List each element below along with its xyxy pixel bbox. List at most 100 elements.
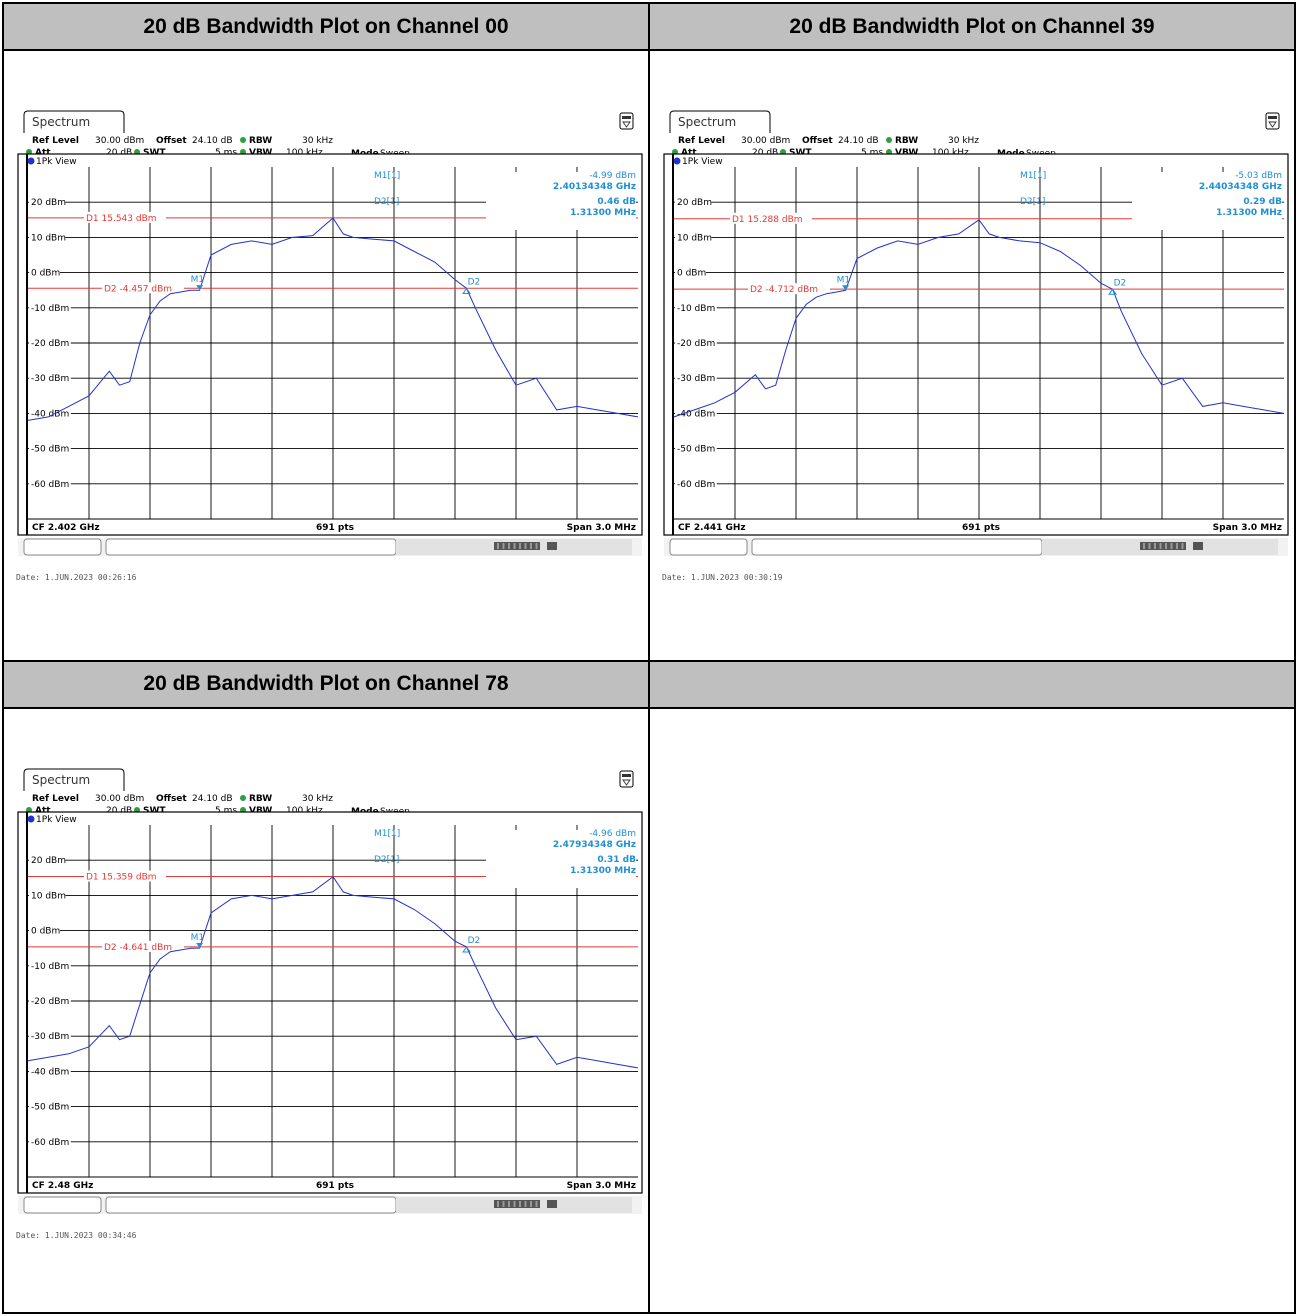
status-field-2 bbox=[105, 538, 397, 556]
status-field-2 bbox=[751, 538, 1043, 556]
y-tick-bg bbox=[29, 1064, 71, 1076]
cell-channel-00: Spectrum Ref Level 30.00 dBm Offset 24.10 dB… bbox=[2, 49, 650, 662]
menu-icon-bar bbox=[1268, 116, 1277, 120]
spectrum-tab-label: Spectrum bbox=[32, 115, 90, 129]
marker-table-bg bbox=[1132, 172, 1282, 231]
cell-channel-78: Spectrum Ref Level 30.00 dBm Offset 24.10 dB… bbox=[2, 706, 650, 1315]
marker-d2-name: D2[1] bbox=[1020, 197, 1045, 207]
y-tick-bg bbox=[29, 441, 71, 453]
status-progress-seg bbox=[513, 543, 516, 550]
marker-d2-freq: 1.31300 MHz bbox=[570, 866, 636, 876]
y-tick-bg bbox=[29, 477, 71, 489]
y-tick-bg bbox=[29, 888, 66, 900]
ref-level-label: Ref Level bbox=[678, 136, 725, 146]
marker-m1: M1 bbox=[191, 275, 205, 291]
rbw-label: RBW bbox=[249, 794, 272, 804]
header-channel-39: 20 dB Bandwidth Plot on Channel 39 bbox=[648, 1, 1296, 52]
trace-line bbox=[27, 217, 639, 422]
spectrum-svg: Spectrum Ref Level 30.00 dBm Offset 24.10 dB… bbox=[16, 768, 643, 1240]
status-progress-seg bbox=[524, 1200, 527, 1207]
y-tick-bg bbox=[29, 195, 66, 207]
y-tick-bg bbox=[675, 336, 717, 348]
offset-label: Offset bbox=[156, 136, 187, 146]
vbw-label: VBW bbox=[249, 148, 272, 158]
d2-label-bg bbox=[748, 283, 830, 295]
status-progress bbox=[494, 542, 540, 551]
marker-m1-name: M1[1] bbox=[374, 829, 400, 839]
y-tick-bg bbox=[29, 265, 60, 277]
spectrum-tab-label: Spectrum bbox=[678, 115, 736, 129]
trace-label: 1Pk View bbox=[682, 157, 723, 167]
header-channel-00: 20 dB Bandwidth Plot on Channel 00 bbox=[2, 1, 650, 52]
marker-m1-freq: 2.44034348 GHz bbox=[1199, 182, 1282, 192]
menu-icon-arrow bbox=[622, 779, 631, 786]
vbw-value: 100 kHz bbox=[932, 148, 969, 158]
status-field-1 bbox=[669, 538, 748, 556]
center-frequency-label: CF 2.48 GHz bbox=[32, 1181, 93, 1191]
display-line-d1-label: D1 15.288 dBm bbox=[732, 215, 803, 225]
status-field-1 bbox=[23, 1196, 102, 1214]
status-progress-seg bbox=[1143, 543, 1145, 550]
vbw-value: 100 kHz bbox=[286, 806, 323, 816]
spectrum-panel-ch39: Spectrum Ref Level 30.00 dBm Offset 24.10 dB… bbox=[662, 98, 1292, 593]
status-field-1 bbox=[23, 538, 102, 556]
date-stamp: Date: 1.JUN.2023 00:34:46 bbox=[16, 1231, 137, 1240]
y-tick-bg bbox=[29, 1134, 71, 1146]
status-progress-seg bbox=[1181, 543, 1184, 550]
vbw-value: 100 kHz bbox=[286, 148, 323, 158]
status-progress-seg bbox=[1148, 543, 1151, 550]
y-tick-label: 10 dBm bbox=[31, 891, 66, 901]
y-tick-label: -60 dBm bbox=[677, 480, 715, 490]
marker-m1: M1 bbox=[191, 933, 204, 948]
marker-m1-freq: 2.47934348 GHz bbox=[553, 840, 636, 850]
plot-left-bar bbox=[672, 154, 674, 536]
display-line-d2-label: D2 -4.712 dBm bbox=[750, 285, 818, 295]
display-line-d1-label: D1 15.543 dBm bbox=[86, 214, 157, 224]
menu-icon-arrow bbox=[1268, 121, 1277, 129]
y-tick-bg bbox=[29, 406, 71, 418]
y-tick-bg bbox=[29, 230, 66, 242]
cell-empty bbox=[648, 706, 1296, 1315]
y-tick-label: 20 dBm bbox=[31, 856, 66, 866]
status-progress-seg bbox=[519, 1200, 521, 1207]
status-progress-seg bbox=[508, 543, 510, 550]
offset-label: Offset bbox=[802, 136, 833, 146]
trace-label: 1Pk View bbox=[36, 157, 77, 167]
grid bbox=[674, 167, 1284, 520]
trace-line bbox=[27, 875, 639, 1069]
y-tick-label: 0 dBm bbox=[31, 926, 60, 936]
swt-value: 5 ms bbox=[215, 806, 237, 816]
marker-m1-level: -4.96 dBm bbox=[589, 829, 636, 839]
status-progress-seg bbox=[1165, 543, 1167, 550]
ref-level-value: 30.00 dBm bbox=[95, 136, 144, 146]
y-tick-bg bbox=[29, 993, 71, 1005]
y-tick-label: 20 dBm bbox=[677, 198, 712, 208]
y-tick-bg bbox=[29, 958, 71, 970]
spectrum-tab bbox=[23, 768, 125, 791]
marker-label: D2 bbox=[1114, 279, 1127, 289]
ref-level-value: 30.00 dBm bbox=[741, 136, 790, 146]
marker-d2: D2 bbox=[1108, 279, 1127, 296]
status-progress-seg bbox=[530, 1200, 532, 1207]
display-line-d2-label: D2 -4.641 dBm bbox=[104, 943, 172, 953]
y-tick-label: 10 dBm bbox=[677, 234, 712, 244]
marker-triangle bbox=[462, 287, 472, 295]
status-progress-seg bbox=[535, 543, 538, 550]
y-tick-bg bbox=[29, 852, 66, 864]
marker-m1-name: M1[1] bbox=[1020, 171, 1046, 181]
span-label: Span 3.0 MHz bbox=[1213, 523, 1282, 533]
rbw-coupled-dot bbox=[886, 137, 892, 144]
marker-label: D2 bbox=[468, 936, 481, 946]
att-label: Att bbox=[35, 148, 51, 158]
swt-label: SWT bbox=[143, 806, 166, 816]
y-tick-bg bbox=[29, 1099, 71, 1111]
y-tick-bg bbox=[675, 406, 717, 418]
trace-line bbox=[673, 219, 1285, 418]
y-tick-label: -10 dBm bbox=[31, 304, 69, 314]
marker-table-bg bbox=[486, 172, 636, 231]
spectrum-panel-ch78: Spectrum Ref Level 30.00 dBm Offset 24.10 dB… bbox=[16, 756, 646, 1251]
y-tick-label: -50 dBm bbox=[677, 445, 715, 455]
spectrum-tab-label: Spectrum bbox=[32, 773, 90, 787]
marker-label: M1 bbox=[191, 275, 205, 285]
status-progress-seg bbox=[1159, 543, 1162, 550]
